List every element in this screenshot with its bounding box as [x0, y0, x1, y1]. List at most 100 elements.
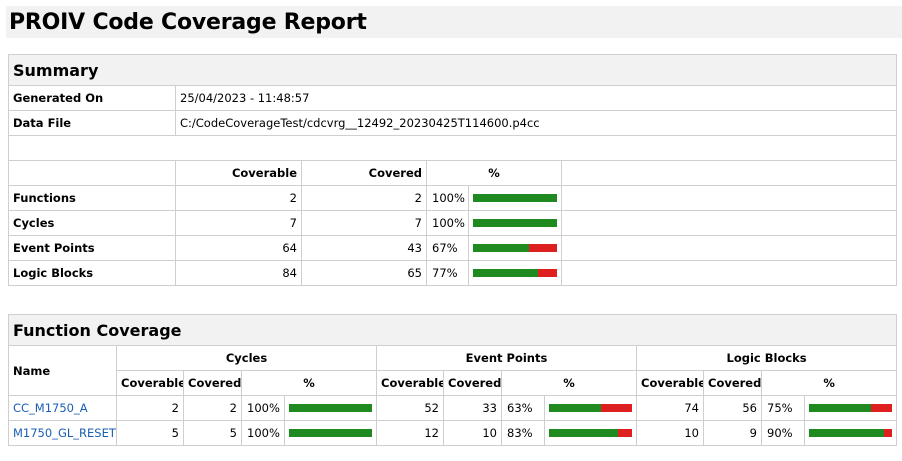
summary-col-pct: %: [426, 160, 562, 186]
col-name: Name: [8, 345, 117, 396]
coverage-bar: [473, 194, 557, 202]
summary-col-covered: Covered: [301, 160, 427, 186]
summary-covered: 7: [301, 210, 427, 236]
cycles-bar-cell: [284, 395, 377, 421]
coverage-bar-fill: [473, 244, 530, 252]
generated-on-label: Generated On: [8, 85, 176, 111]
coverage-bar-fill: [809, 404, 872, 412]
coverage-bar-fill: [473, 219, 557, 227]
event-points-coverable: 12: [376, 420, 444, 446]
event-points-bar-cell: [544, 395, 637, 421]
col-covered: Covered: [183, 370, 242, 396]
coverage-bar-fill: [809, 429, 884, 437]
summary-row-cycles: Cycles 7 7 100%: [8, 210, 898, 236]
coverage-bar-fill: [473, 269, 538, 277]
logic-blocks-coverable: 74: [636, 395, 704, 421]
col-coverable: Coverable: [376, 370, 444, 396]
summary-bar-cell: [468, 210, 562, 236]
summary-header-filler: [560, 160, 898, 186]
cycles-coverable: 2: [116, 395, 184, 421]
cycles-pct: 100%: [241, 395, 285, 421]
function-name-cell: CC_M1750_A: [8, 395, 117, 421]
summary-row-functions: Functions 2 2 100%: [8, 185, 898, 211]
table-row: M1750_GL_RESET 5 5 100% 12 10 83% 10 9 9…: [8, 420, 898, 446]
title-bar: PROIV Code Coverage Report: [6, 6, 902, 38]
summary-row-label: Logic Blocks: [8, 260, 176, 286]
logic-blocks-covered: 56: [703, 395, 762, 421]
summary-coverable: 84: [175, 260, 302, 286]
group-logic-blocks: Logic Blocks: [635, 345, 898, 371]
data-file-value: C:/CodeCoverageTest/cdcvrg__12492_202304…: [174, 110, 898, 136]
event-points-bar-cell: [544, 420, 637, 446]
coverage-bar: [289, 404, 372, 412]
event-points-covered: 33: [443, 395, 502, 421]
summary-table: Summary Generated On 25/04/2023 - 11:48:…: [7, 54, 898, 286]
summary-coverable: 7: [175, 210, 302, 236]
generated-on-value: 25/04/2023 - 11:48:57: [174, 85, 898, 111]
logic-blocks-pct: 90%: [761, 420, 805, 446]
coverage-bar: [809, 404, 893, 412]
logic-blocks-bar-cell: [803, 395, 898, 421]
summary-pct: 100%: [426, 185, 469, 211]
summary-coverable: 64: [175, 235, 302, 261]
col-coverable: Coverable: [116, 370, 184, 396]
coverage-bar: [549, 404, 632, 412]
event-points-pct: 63%: [501, 395, 545, 421]
summary-bar-cell: [468, 235, 562, 261]
col-coverable: Coverable: [636, 370, 704, 396]
logic-blocks-coverable: 10: [636, 420, 704, 446]
function-name-cell: M1750_GL_RESET: [8, 420, 117, 446]
spacer-row: [7, 135, 898, 161]
summary-filler: [560, 235, 898, 261]
summary-bar-cell: [468, 185, 562, 211]
summary-filler: [560, 260, 898, 286]
summary-coverable: 2: [175, 185, 302, 211]
summary-covered: 2: [301, 185, 427, 211]
cycles-pct: 100%: [241, 420, 285, 446]
cycles-coverable: 5: [116, 420, 184, 446]
cycles-covered: 2: [183, 395, 242, 421]
summary-filler: [560, 185, 898, 211]
cycles-bar-cell: [284, 420, 377, 446]
function-coverage-table: Function Coverage Name Cycles Event Poin…: [7, 314, 898, 446]
function-coverage-heading: Function Coverage: [7, 314, 898, 346]
group-cycles: Cycles: [116, 345, 377, 371]
coverage-bar-fill: [549, 404, 602, 412]
event-points-pct: 83%: [501, 420, 545, 446]
summary-pct: 67%: [426, 235, 469, 261]
col-covered: Covered: [443, 370, 502, 396]
col-covered: Covered: [703, 370, 762, 396]
summary-row-label: Event Points: [8, 235, 176, 261]
table-row: CC_M1750_A 2 2 100% 52 33 63% 74 56 75%: [8, 395, 898, 421]
col-pct: %: [760, 370, 898, 396]
logic-blocks-bar-cell: [803, 420, 898, 446]
coverage-bar: [473, 219, 557, 227]
summary-covered: 65: [301, 260, 427, 286]
summary-filler: [560, 210, 898, 236]
function-link-cc-m1750-a[interactable]: CC_M1750_A: [13, 401, 88, 415]
group-event-points: Event Points: [376, 345, 637, 371]
cycles-covered: 5: [183, 420, 242, 446]
logic-blocks-covered: 9: [703, 420, 762, 446]
summary-covered: 43: [301, 235, 427, 261]
data-file-label: Data File: [8, 110, 176, 136]
summary-bar-cell: [468, 260, 562, 286]
event-points-coverable: 52: [376, 395, 444, 421]
col-pct: %: [501, 370, 637, 396]
summary-pct: 100%: [426, 210, 469, 236]
summary-pct: 77%: [426, 260, 469, 286]
logic-blocks-pct: 75%: [761, 395, 805, 421]
coverage-bar-fill: [549, 429, 618, 437]
coverage-bar: [289, 429, 372, 437]
summary-row-label: Cycles: [8, 210, 176, 236]
function-link-m1750-gl-reset[interactable]: M1750_GL_RESET: [13, 426, 116, 440]
coverage-bar: [473, 269, 557, 277]
col-pct: %: [241, 370, 377, 396]
summary-row-logic-blocks: Logic Blocks 84 65 77%: [8, 260, 898, 286]
coverage-bar-fill: [289, 429, 372, 437]
summary-header-empty: [8, 160, 176, 186]
coverage-bar: [473, 244, 557, 252]
coverage-bar-fill: [289, 404, 372, 412]
summary-row-label: Functions: [8, 185, 176, 211]
summary-heading: Summary: [7, 54, 898, 86]
